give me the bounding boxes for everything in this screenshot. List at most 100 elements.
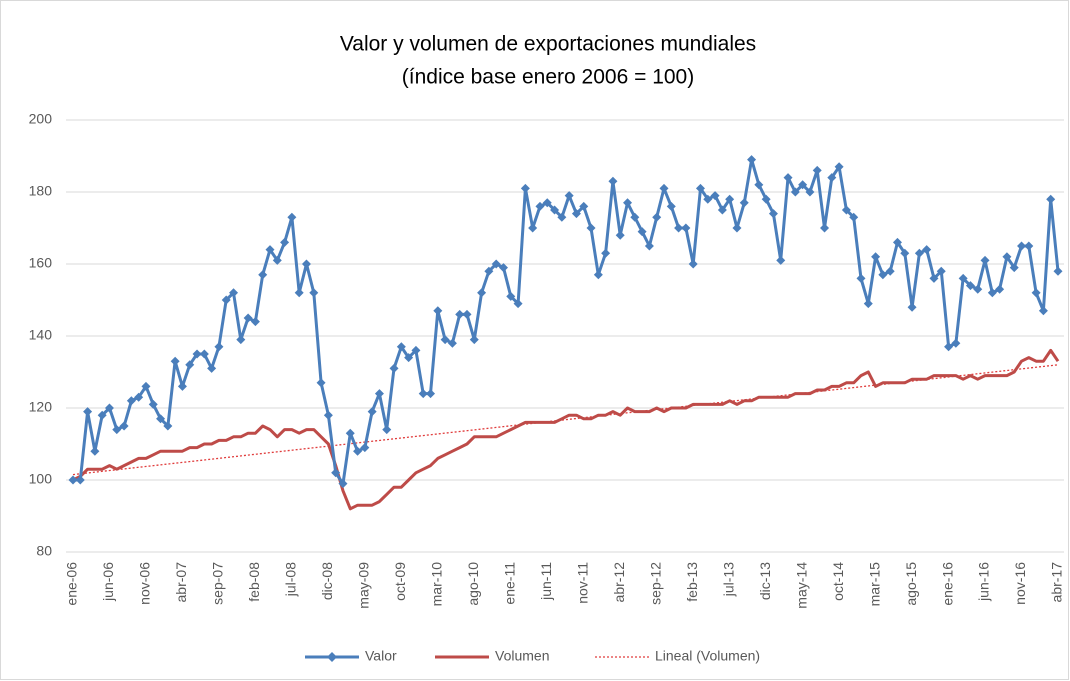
data-point (732, 223, 742, 233)
legend-label: Volumen (495, 648, 549, 664)
x-tick-label: dic-13 (757, 562, 773, 600)
x-tick-label: ago-15 (903, 562, 919, 606)
data-point (995, 284, 1005, 294)
x-tick-label: oct-14 (830, 562, 846, 601)
data-point (703, 194, 713, 204)
data-point (688, 259, 698, 269)
data-point (644, 241, 654, 251)
data-point (878, 270, 888, 280)
x-tick-label: may-14 (793, 562, 809, 609)
data-point (579, 201, 589, 211)
x-tick-label: sep-07 (210, 562, 226, 605)
data-point (820, 223, 830, 233)
data-point (666, 201, 676, 211)
x-tick-label: nov-06 (137, 562, 153, 605)
data-point (1038, 306, 1048, 316)
x-tick-label: ene-11 (501, 562, 517, 605)
data-point (871, 252, 881, 262)
data-point (747, 155, 757, 165)
data-point (258, 270, 268, 280)
data-point (250, 317, 260, 327)
legend-label: Lineal (Volumen) (655, 648, 760, 664)
x-tick-label: sep-12 (647, 562, 663, 605)
data-point (922, 245, 932, 255)
data-point (528, 223, 538, 233)
data-point (229, 288, 239, 298)
chart-subtitle: (índice base enero 2006 = 100) (402, 66, 694, 89)
data-point (316, 378, 326, 388)
data-point (695, 183, 705, 193)
data-point (185, 360, 195, 370)
data-point (207, 363, 217, 373)
data-point (841, 205, 851, 215)
x-tick-label: feb-13 (684, 562, 700, 602)
data-point (849, 212, 859, 222)
x-tick-label: dic-08 (319, 562, 335, 600)
data-point (1009, 263, 1019, 273)
data-point (75, 475, 85, 485)
data-point (812, 165, 822, 175)
data-point (462, 309, 472, 319)
data-point (360, 443, 370, 453)
data-point (396, 342, 406, 352)
data-point (608, 176, 618, 186)
data-point (141, 381, 151, 391)
data-point (856, 273, 866, 283)
data-point (805, 187, 815, 197)
data-point (936, 266, 946, 276)
y-tick-label: 180 (29, 183, 53, 199)
data-point (659, 183, 669, 193)
data-point (900, 248, 910, 258)
data-point (739, 198, 749, 208)
data-point (951, 338, 961, 348)
x-tick-label: jun-16 (976, 562, 992, 602)
data-point (637, 227, 647, 237)
data-point (353, 446, 363, 456)
data-point (601, 248, 611, 258)
data-point (980, 255, 990, 265)
x-tick-label: ago-10 (465, 562, 481, 606)
y-tick-label: 140 (29, 327, 53, 343)
data-point (557, 212, 567, 222)
data-point (126, 396, 136, 406)
data-point (776, 255, 786, 265)
data-point (119, 421, 129, 431)
data-point (163, 421, 173, 431)
y-tick-label: 80 (36, 543, 52, 559)
data-point (418, 389, 428, 399)
data-point (652, 212, 662, 222)
x-tick-label: may-09 (356, 562, 372, 609)
data-point (571, 209, 581, 219)
data-point (426, 389, 436, 399)
data-point (498, 263, 508, 273)
series-line (73, 158, 1060, 486)
data-point (440, 335, 450, 345)
data-point (768, 209, 778, 219)
data-point (1031, 288, 1041, 298)
data-point (345, 428, 355, 438)
x-tick-label: oct-09 (392, 562, 408, 601)
data-point (754, 180, 764, 190)
data-point (790, 187, 800, 197)
x-tick-label: abr-12 (611, 562, 627, 603)
data-point (367, 407, 377, 417)
x-tick-label: jul-13 (720, 562, 736, 597)
data-point (214, 342, 224, 352)
data-point (535, 201, 545, 211)
data-point (761, 194, 771, 204)
data-point (827, 173, 837, 183)
data-point (615, 230, 625, 240)
data-point (717, 205, 727, 215)
data-point (491, 259, 501, 269)
data-point (513, 299, 523, 309)
data-point (199, 349, 209, 359)
data-point (484, 266, 494, 276)
data-point (83, 407, 93, 417)
data-point (987, 288, 997, 298)
data-point (97, 410, 107, 420)
data-point (382, 425, 392, 435)
y-tick-label: 100 (29, 471, 53, 487)
